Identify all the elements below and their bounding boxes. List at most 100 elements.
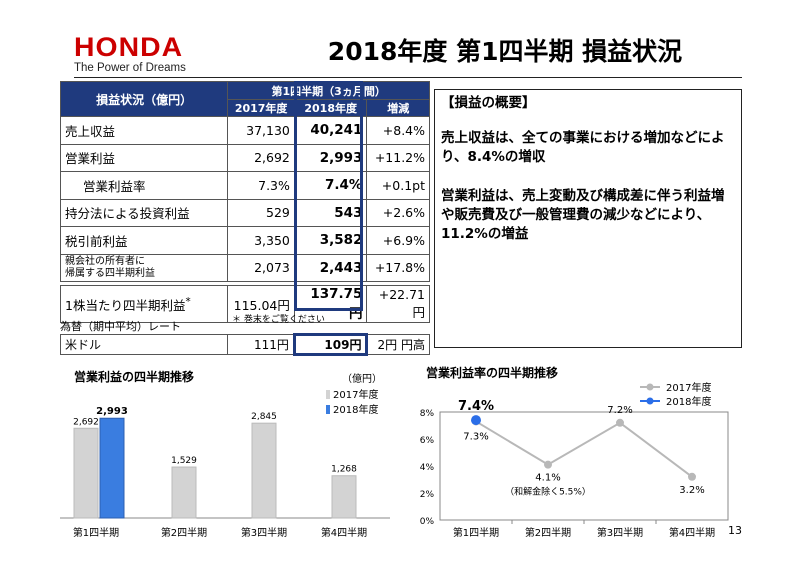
summary-revenue: 売上収益は、全ての事業における増加などにより、8.4%の増収 <box>441 130 725 165</box>
legend-swatch-2017 <box>326 390 330 399</box>
table-row: 営業利益 2,692 2,993 +11.2% <box>59 143 430 172</box>
row-value-2017: 529 <box>227 198 295 227</box>
row-label: 売上収益 <box>59 116 229 145</box>
row-label-two-line: 親会社の所有者に 帰属する四半期利益 <box>59 253 229 282</box>
line-chart-title: 営業利益率の四半期推移 <box>426 366 559 380</box>
point-2017 <box>688 472 696 481</box>
row-value-2017: 37,130 <box>227 116 295 145</box>
logo-tagline: The Power of Dreams <box>74 62 186 74</box>
page-number: 13 <box>728 524 742 537</box>
fx-row: 米ドル 111円 109円 2円 円高 <box>59 333 430 356</box>
plot-frame <box>439 411 729 521</box>
row-label: 営業利益 <box>59 143 229 172</box>
y-tick-label: 0% <box>420 517 435 527</box>
table-sub-head-2017: 2017年度 <box>227 99 295 117</box>
table-row: 親会社の所有者に 帰属する四半期利益 2,073 2,443 +17.8% <box>59 253 430 282</box>
fx-rate-label: 為替（期中平均）レート <box>60 320 181 333</box>
row-value-2018: 7.4% <box>293 171 368 200</box>
summary-heading: 【損益の概要】 <box>441 95 536 111</box>
x-category-label: 第4四半期 <box>669 526 715 539</box>
row-label: 営業利益率 <box>59 171 229 200</box>
fx-currency: 米ドル <box>59 334 229 355</box>
eps-label: 1株当たり四半期利益* <box>59 285 229 323</box>
row-value-2018: 2,993 <box>293 143 368 172</box>
fx-value-2018: 109円 <box>292 333 369 356</box>
legend-label-2018: 2018年度 <box>666 395 711 408</box>
row-value-2018: 3,582 <box>293 226 368 255</box>
row-change: +0.1pt <box>366 171 430 200</box>
row-value-2018: 40,241 <box>293 116 368 145</box>
row-value-2017: 3,350 <box>227 226 295 255</box>
bar-chart-title: 営業利益の四半期推移 <box>74 370 195 384</box>
point-label-2017: 3.2% <box>679 485 704 496</box>
row-label: 持分法による投資利益 <box>59 198 229 227</box>
point-2017 <box>616 418 624 427</box>
table-row: 売上収益 37,130 40,241 +8.4% <box>59 116 430 145</box>
row-change: +11.2% <box>366 143 430 172</box>
fx-table: 米ドル 111円 109円 2円 円高 <box>59 333 430 356</box>
y-tick-label: 8% <box>420 409 435 419</box>
point-label-2017: 7.3% <box>463 431 488 442</box>
eps-value-2018: 137.75円 <box>293 285 368 323</box>
point-label-2017: 7.2% <box>607 405 632 416</box>
eps-label-text: 1株当たり四半期利益 <box>65 297 186 313</box>
legend-marker-2018 <box>646 397 654 405</box>
bar-label-2017: 2,845 <box>251 412 277 422</box>
legend-label-2017: 2017年度 <box>666 381 711 394</box>
slide-title: 2018年度 第1四半期 損益状況 <box>327 37 683 66</box>
footnote: ＊ 巻末をご覧ください <box>232 315 325 325</box>
row-label-line1: 親会社の所有者に <box>65 255 145 267</box>
table-row: 持分法による投資利益 529 543 +2.6% <box>59 198 430 227</box>
summary-operating-profit: 営業利益は、売上変動及び構成差に伴う利益増や販売費及び一般管理費の減少などにより… <box>441 188 725 242</box>
y-tick-label: 4% <box>420 463 435 473</box>
line-chart: 0% 2% 4% 6% 8% 第1四半期 第2四半期 第3四半期 第4四半期 7.3% 4.1% 7.… <box>420 381 729 539</box>
title-divider <box>74 77 742 78</box>
logo-wordmark: HONDA <box>74 32 184 62</box>
annotation-settlement: （和解金除く5.5%） <box>505 486 591 498</box>
row-value-2017: 7.3% <box>227 171 295 200</box>
row-label-line2: 帰属する四半期利益 <box>65 267 155 279</box>
table-group-head: 第1四半期（3ヵ月間） <box>227 81 430 100</box>
row-change: +2.6% <box>366 198 430 227</box>
point-2018 <box>471 415 481 426</box>
bar-label-2017: 2,692 <box>73 417 99 427</box>
table-sub-head-change: 増減 <box>366 99 430 117</box>
row-value-2018: 543 <box>293 198 368 227</box>
bar-category-label: 第1四半期 <box>73 526 119 539</box>
honda-logo: HONDA The Power of Dreams <box>74 34 199 75</box>
table-row: 営業利益率 7.3% 7.4% +0.1pt <box>59 171 430 200</box>
legend-label-2018: 2018年度 <box>333 403 378 416</box>
row-change: +8.4% <box>366 116 430 145</box>
x-category-label: 第1四半期 <box>453 526 499 539</box>
legend-marker-2017 <box>646 383 654 391</box>
row-value-2017: 2,692 <box>227 143 295 172</box>
eps-footnote-mark: * <box>185 295 191 308</box>
bar-chart-unit: （億円） <box>342 374 382 385</box>
bar-2017 <box>171 466 197 519</box>
table-col-head: 損益状況（億円） <box>59 81 229 117</box>
y-tick-label: 2% <box>420 490 435 500</box>
row-value-2017: 2,073 <box>227 253 295 282</box>
bar-2017 <box>251 422 277 519</box>
point-label-2017: 4.1% <box>535 473 560 484</box>
eps-value-2017: 115.04円 <box>227 285 295 323</box>
legend-swatch-2018 <box>326 405 330 414</box>
table-sub-head-2018: 2018年度 <box>293 99 368 117</box>
row-change: +17.8% <box>366 253 430 282</box>
bar-category-label: 第2四半期 <box>161 526 207 539</box>
y-tick-label: 6% <box>420 436 435 446</box>
point-label-2018: 7.4% <box>458 399 494 414</box>
bar-label-2017: 1,268 <box>331 465 357 475</box>
eps-change: +22.71円 <box>366 285 430 323</box>
line-2017 <box>475 420 693 478</box>
fx-value-2017: 111円 <box>227 334 295 355</box>
eps-row: 1株当たり四半期利益* 115.04円 137.75円 +22.71円 <box>59 285 430 323</box>
bar-label-2018: 2,993 <box>96 406 128 417</box>
x-category-label: 第3四半期 <box>597 526 643 539</box>
bar-2017 <box>331 475 357 519</box>
row-value-2018: 2,443 <box>293 253 368 282</box>
bar-category-label: 第3四半期 <box>241 526 287 539</box>
fx-change: 2円 円高 <box>366 334 430 355</box>
bar-label-2017: 1,529 <box>171 456 197 466</box>
